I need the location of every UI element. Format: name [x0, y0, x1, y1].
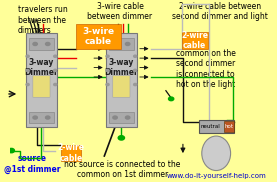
Text: hot source is connected to the
common on 1st dimmer: hot source is connected to the common on…: [65, 160, 181, 179]
Text: hot: hot: [225, 124, 234, 129]
Bar: [224, 121, 234, 132]
Text: 3-wire
cable: 3-wire cable: [82, 27, 114, 46]
Text: 3-way
Dimmer: 3-way Dimmer: [25, 58, 58, 77]
FancyBboxPatch shape: [26, 33, 57, 127]
Circle shape: [26, 69, 29, 72]
FancyBboxPatch shape: [106, 33, 137, 127]
Text: common on the
second dimmer
is connected to
hot on the light: common on the second dimmer is connected…: [176, 49, 236, 89]
Text: 2-wire cable between
second dimmer and light: 2-wire cable between second dimmer and l…: [172, 2, 268, 21]
Circle shape: [134, 69, 137, 72]
Circle shape: [125, 116, 130, 119]
Circle shape: [134, 84, 137, 86]
Circle shape: [8, 148, 14, 153]
Circle shape: [54, 84, 57, 86]
Circle shape: [134, 55, 137, 57]
Text: 2-wire
cable: 2-wire cable: [57, 143, 84, 163]
Text: travelers run
between the
dimmers: travelers run between the dimmers: [18, 5, 68, 35]
Circle shape: [45, 42, 50, 46]
Bar: [29, 112, 54, 123]
Circle shape: [54, 69, 57, 72]
Bar: [109, 38, 134, 50]
Circle shape: [33, 42, 37, 46]
Bar: [109, 112, 134, 123]
Circle shape: [106, 55, 109, 57]
Circle shape: [26, 84, 29, 86]
FancyBboxPatch shape: [33, 76, 50, 97]
Ellipse shape: [202, 136, 230, 171]
Circle shape: [45, 116, 50, 119]
Bar: [29, 38, 54, 50]
Circle shape: [113, 116, 117, 119]
Bar: [61, 145, 81, 161]
Circle shape: [106, 69, 109, 72]
Bar: [76, 25, 121, 49]
Circle shape: [54, 55, 57, 57]
Text: source
@1st dimmer: source @1st dimmer: [4, 154, 60, 174]
Circle shape: [118, 136, 124, 140]
Text: 3-wire cable
between dimmer: 3-wire cable between dimmer: [88, 2, 153, 21]
Bar: [182, 32, 208, 49]
Circle shape: [168, 97, 174, 101]
Text: neutral: neutral: [201, 124, 220, 129]
Text: www.do-it-yourself-help.com: www.do-it-yourself-help.com: [167, 173, 267, 179]
Text: 3-way
Dimmer: 3-way Dimmer: [104, 58, 138, 77]
Circle shape: [33, 116, 37, 119]
Circle shape: [113, 42, 117, 46]
Bar: [199, 120, 234, 133]
Circle shape: [106, 84, 109, 86]
FancyBboxPatch shape: [113, 76, 130, 97]
Text: 2-wire
cable: 2-wire cable: [181, 31, 208, 50]
Circle shape: [26, 55, 29, 57]
Circle shape: [125, 42, 130, 46]
